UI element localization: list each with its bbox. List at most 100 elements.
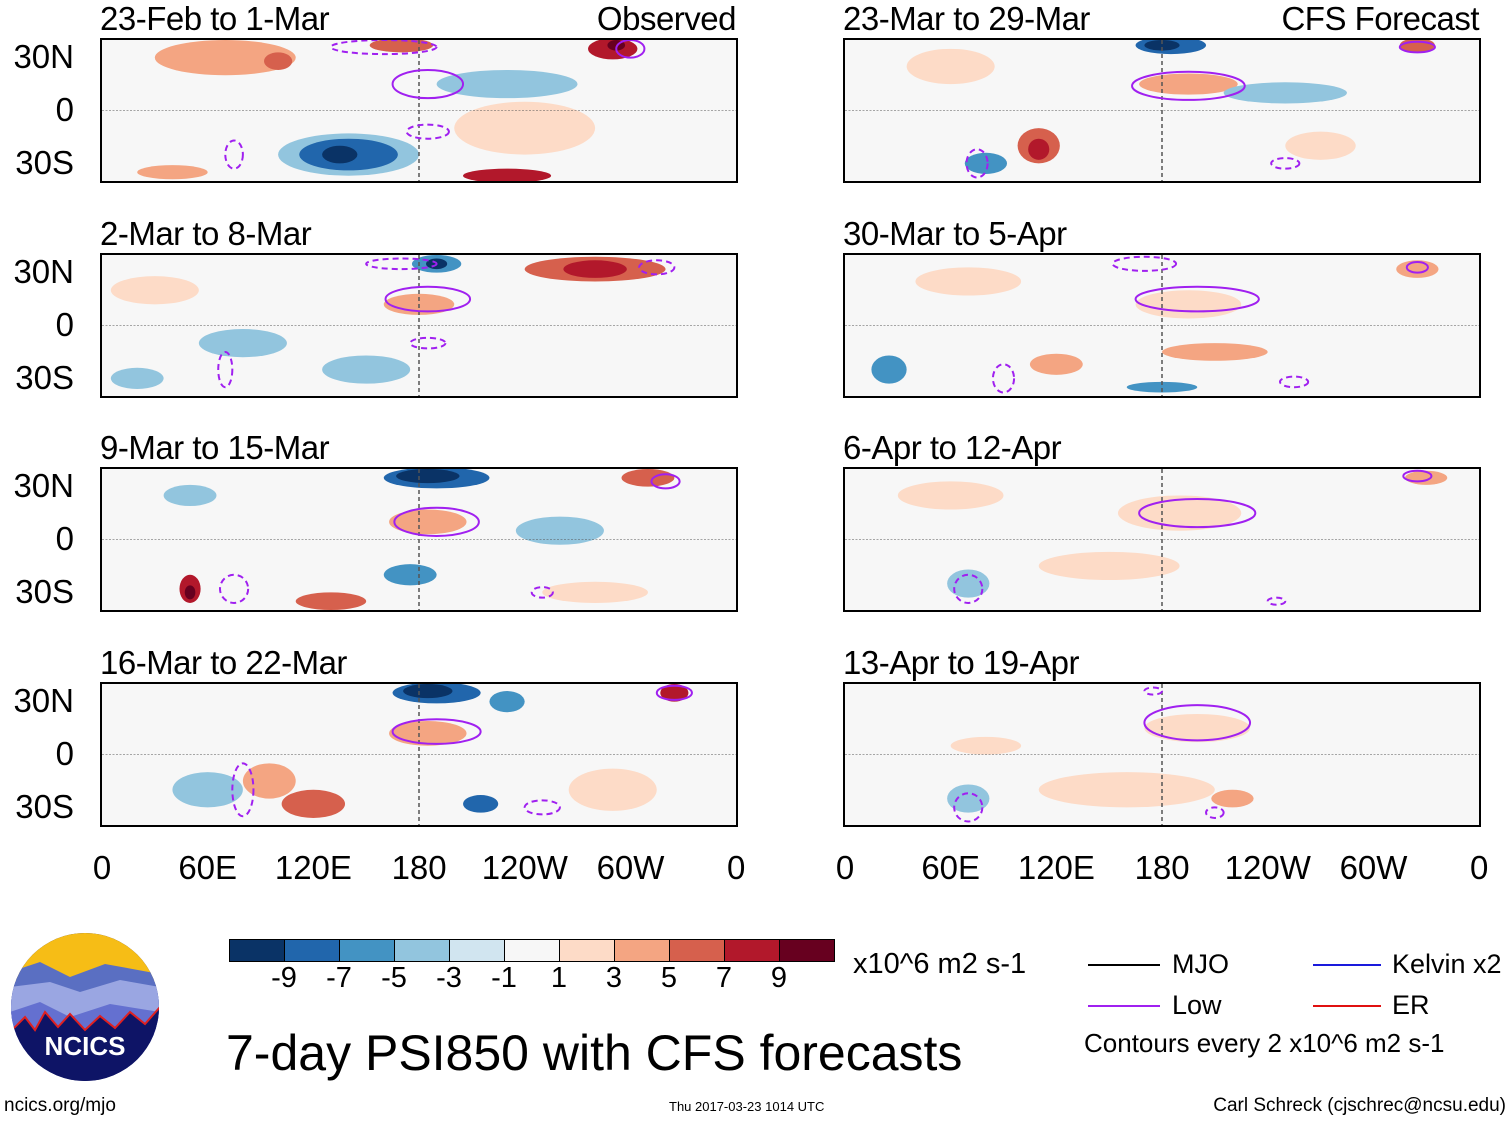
colorbar-swatch	[284, 939, 340, 962]
low-contour-negative	[366, 259, 436, 270]
low-contour-negative	[954, 793, 982, 821]
anomaly-contour	[389, 721, 467, 746]
lon-label: 120W	[481, 849, 568, 886]
low-contour-negative	[1144, 688, 1162, 695]
anomaly-contour	[322, 355, 411, 384]
colorbar-label: 5	[660, 962, 678, 994]
lat-label: 30S	[15, 573, 74, 610]
anomaly-contour	[1211, 789, 1254, 808]
panel-title: 13-Apr to 19-Apr	[843, 644, 1079, 681]
low-contour-negative	[1271, 158, 1299, 169]
anomaly-contour	[897, 481, 1004, 510]
colorbar-label: 7	[715, 962, 733, 994]
footer-author: Carl Schreck (cjschrec@ncsu.edu)	[1213, 1095, 1506, 1116]
map-panel	[843, 38, 1481, 183]
panel-title: 30-Mar to 5-Apr	[843, 215, 1067, 252]
lat-label: 30N	[13, 467, 74, 504]
low-contour-positive	[1407, 262, 1428, 273]
anomaly-contour	[660, 684, 689, 702]
colorbar-swatch	[779, 939, 835, 962]
ncics-logo: NCICS	[10, 932, 160, 1082]
low-contour-positive	[1403, 471, 1431, 482]
colorbar-swatch	[394, 939, 450, 962]
colorbar-label: -1	[491, 962, 517, 994]
colorbar-swatch	[559, 939, 615, 962]
anomaly-contour	[137, 165, 208, 180]
map-canvas	[845, 684, 1479, 825]
legend-low-label: Low	[1172, 990, 1222, 1020]
colorbar-swatch	[339, 939, 395, 962]
anomaly-contour	[489, 691, 525, 713]
map-canvas	[845, 469, 1479, 610]
map-panel	[843, 467, 1481, 612]
figure-title: 7-day PSI850 with CFS forecasts	[226, 1025, 963, 1081]
low-contour-positive	[1144, 705, 1250, 740]
anomaly-contour	[1223, 82, 1347, 104]
anomaly-contour	[1285, 131, 1356, 160]
lon-label: 180	[391, 849, 447, 886]
low-contour-positive	[393, 70, 463, 98]
anomaly-contour	[915, 267, 1022, 296]
footer-timestamp: Thu 2017-03-23 1014 UTC	[669, 1099, 825, 1114]
low-contour-positive	[1139, 499, 1255, 527]
anomaly-contour	[198, 329, 287, 358]
anomaly-contour	[463, 795, 499, 813]
anomaly-contour	[568, 768, 657, 811]
colorbar-swatch	[614, 939, 670, 962]
anomaly-contour	[242, 763, 296, 799]
anomaly-contour	[383, 564, 437, 586]
low-contour-positive	[386, 287, 471, 312]
low-contour-negative	[1206, 807, 1224, 818]
lon-label: 0	[835, 849, 855, 886]
anomaly-contour	[1038, 772, 1215, 808]
anomaly-contour	[110, 276, 199, 305]
colorbar-swatch	[504, 939, 560, 962]
anomaly-contour	[264, 52, 293, 70]
anomaly-contour	[396, 469, 460, 484]
low-contour-negative	[407, 125, 449, 139]
anomaly-contour	[163, 484, 217, 507]
anomaly-contour	[436, 69, 578, 99]
panel-title: 23-Feb to 1-Mar	[100, 0, 330, 37]
lat-label: 30S	[15, 144, 74, 181]
anomaly-contour	[621, 469, 675, 487]
anomaly-contour	[1139, 73, 1238, 95]
anomaly-contour	[184, 585, 196, 600]
anomaly-contour	[1162, 343, 1268, 361]
anomaly-contour	[1126, 381, 1198, 393]
panel-title: 9-Mar to 15-Mar	[100, 429, 330, 466]
lat-label: 30N	[13, 253, 74, 290]
low-contour-negative	[525, 800, 560, 814]
low-contour-positive	[616, 40, 644, 58]
low-contour-negative	[993, 364, 1014, 392]
colorbar-label: 9	[770, 962, 788, 994]
colorbar-label: 3	[605, 962, 623, 994]
lat-label: 0	[55, 735, 74, 772]
lat-label: 30S	[15, 359, 74, 396]
panel-title: 2-Mar to 8-Mar	[100, 215, 312, 252]
map-panel	[100, 253, 738, 398]
lon-label: 60E	[178, 849, 238, 886]
low-contour-positive	[1132, 72, 1245, 100]
low-contour-negative	[218, 352, 232, 387]
lon-label: 120W	[1224, 849, 1311, 886]
anomaly-contour	[369, 40, 434, 53]
lon-label: 120E	[274, 849, 352, 886]
map-canvas	[102, 255, 736, 396]
anomaly-contour	[947, 784, 990, 813]
anomaly-contour	[871, 355, 907, 384]
legend-mjo-label: MJO	[1172, 949, 1229, 979]
lon-label: 180	[1134, 849, 1190, 886]
map-canvas	[845, 255, 1479, 396]
anomaly-contour	[515, 516, 604, 545]
legend-er-line	[1313, 1005, 1381, 1007]
anomaly-contour	[154, 40, 296, 76]
lat-label: 0	[55, 520, 74, 557]
colorbar-swatch	[449, 939, 505, 962]
colorbar-units: x10^6 m2 s-1	[853, 948, 1027, 980]
anomaly-contour	[1144, 713, 1251, 743]
lon-label: 0	[727, 849, 746, 886]
footer-url[interactable]: ncics.org/mjo	[4, 1095, 116, 1116]
low-contour-positive	[657, 686, 692, 700]
anomaly-contour	[563, 260, 627, 278]
